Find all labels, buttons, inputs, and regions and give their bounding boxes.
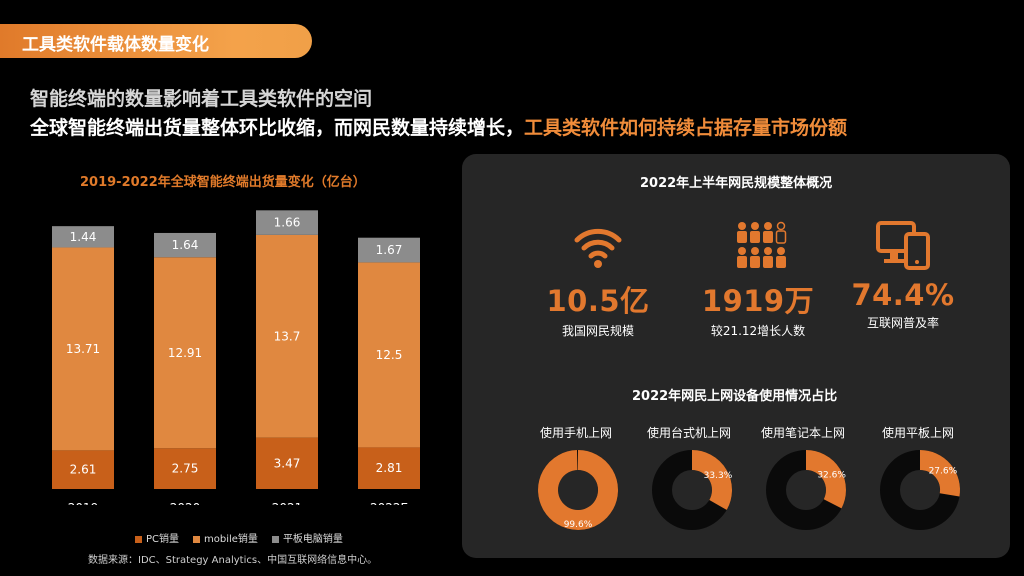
donut-percent-label: 33.3% xyxy=(704,471,733,481)
stat-penetration-rate: 74.4% 互联网普及率 xyxy=(828,278,978,331)
donut-segment xyxy=(805,450,846,509)
x-tick-label: 2020 xyxy=(170,501,201,505)
legend-label-tablet: 平板电脑销量 xyxy=(282,534,343,545)
bar-value-label: 2.75 xyxy=(172,462,199,476)
bar-value-label: 1.67 xyxy=(376,243,403,257)
bar-value-label: 12.91 xyxy=(168,346,202,360)
shipment-bar-chart: 2.61 13.71 1.44 2019 2.75 12.91 1.64 2020 3.47 13… xyxy=(52,210,420,505)
bar-segment-mobile-2019 xyxy=(52,247,114,451)
legend-item-pc: PC销量 xyxy=(135,530,179,545)
bar-value-label: 2.81 xyxy=(376,461,403,475)
bar-segment-pc-2021 xyxy=(256,437,318,489)
panel-title-bottom: 2022年网民上网设备使用情况占比 xyxy=(632,389,838,404)
donut-chart-mobile: 99.6% xyxy=(538,450,618,530)
bar-value-label: 1.44 xyxy=(70,230,97,244)
bar-segment-mobile-2021 xyxy=(256,234,318,438)
bar-value-label: 1.64 xyxy=(172,238,199,252)
device-label-mobile: 使用手机上网 xyxy=(540,426,613,440)
bar-value-label: 2.61 xyxy=(70,463,97,477)
stat-label: 我国网民规模 xyxy=(561,324,634,338)
device-label-desktop: 使用台式机上网 xyxy=(647,426,732,440)
device-label-laptop: 使用笔记本上网 xyxy=(761,426,846,440)
x-tick-label: 2022E xyxy=(370,501,408,505)
section-title-tab: 工具类软件载体数量变化 xyxy=(0,24,312,58)
device-label-tablet: 使用平板上网 xyxy=(882,426,955,440)
stat-label: 互联网普及率 xyxy=(866,316,939,330)
subtitle-line-1: 智能终端的数量影响着工具类软件的空间 xyxy=(30,88,373,110)
legend-item-tablet: 平板电脑销量 xyxy=(271,530,343,545)
stat-label: 较21.12增长人数 xyxy=(710,324,806,338)
donut-chart-desktop: 33.3% xyxy=(652,450,733,530)
bar-value-label: 12.5 xyxy=(376,348,403,362)
chart-legend: PC销量 mobile销量 平板电脑销量 xyxy=(135,530,343,545)
donut-percent-label: 27.6% xyxy=(929,467,958,477)
stat-value: 74.4% xyxy=(851,278,955,312)
bar-value-label: 3.47 xyxy=(274,456,301,470)
stat-growth-count: 1919万 较21.12增长人数 xyxy=(683,278,833,339)
donut-percent-label: 32.6% xyxy=(817,470,846,480)
legend-item-mobile: mobile销量 xyxy=(193,530,258,545)
legend-swatch-tablet xyxy=(271,535,279,543)
donut-segment xyxy=(919,450,960,497)
bar-segment-tablet-2020 xyxy=(154,232,216,258)
stat-value: 1919万 xyxy=(701,284,815,318)
bar-segment-mobile-2022E xyxy=(358,262,420,448)
people-icon xyxy=(737,221,787,268)
bar-segment-pc-2022E xyxy=(358,447,420,489)
chart-title: 2019-2022年全球智能终端出货量变化（亿台） xyxy=(80,175,366,190)
bar-segment-tablet-2019 xyxy=(52,226,114,248)
bar-segment-tablet-2022E xyxy=(358,237,420,263)
legend-label-mobile: mobile销量 xyxy=(204,534,258,545)
data-source-note: 数据来源：IDC、Strategy Analytics、中国互联网络信息中心。 xyxy=(88,555,378,566)
subtitle-line-2: 全球智能终端出货量整体环比收缩，而网民数量持续增长，工具类软件如何持续占据存量市… xyxy=(30,113,847,140)
bar-segment-mobile-2020 xyxy=(154,257,216,449)
bar-value-label: 13.7 xyxy=(274,329,301,343)
legend-swatch-mobile xyxy=(193,535,201,543)
bar-value-label: 13.71 xyxy=(66,342,100,356)
x-tick-label: 2021 xyxy=(272,501,303,505)
stat-netizen-scale: 10.5亿 我国网民规模 xyxy=(523,278,673,339)
donut-chart-tablet: 27.6% xyxy=(880,450,960,530)
section-title: 工具类软件载体数量变化 xyxy=(22,35,209,55)
subtitle-line-2-white: 全球智能终端出货量整体环比收缩，而网民数量持续增长， xyxy=(30,117,525,139)
donut-segment xyxy=(691,450,732,510)
wifi-icon xyxy=(574,228,622,268)
netizen-overview-panel: 2022年上半年网民规模整体概况 10.5亿 我国网民规模 1919万 xyxy=(462,154,1010,558)
bar-segment-pc-2019 xyxy=(52,450,114,489)
donut-segment xyxy=(538,450,618,530)
x-tick-label: 2019 xyxy=(68,501,99,505)
bar-segment-pc-2020 xyxy=(154,448,216,489)
panel-title-top: 2022年上半年网民规模整体概况 xyxy=(640,176,833,191)
legend-swatch-pc xyxy=(135,535,142,543)
stat-value: 10.5亿 xyxy=(546,284,650,318)
donut-chart-laptop: 32.6% xyxy=(766,450,846,530)
bar-segment-tablet-2021 xyxy=(256,210,318,235)
donut-percent-label: 99.6% xyxy=(564,520,593,530)
subtitle-line-2-highlight: 工具类软件如何持续占据存量市场份额 xyxy=(524,117,848,139)
legend-label-pc: PC销量 xyxy=(146,534,180,545)
devices-icon xyxy=(876,221,930,270)
bar-value-label: 1.66 xyxy=(274,216,301,230)
